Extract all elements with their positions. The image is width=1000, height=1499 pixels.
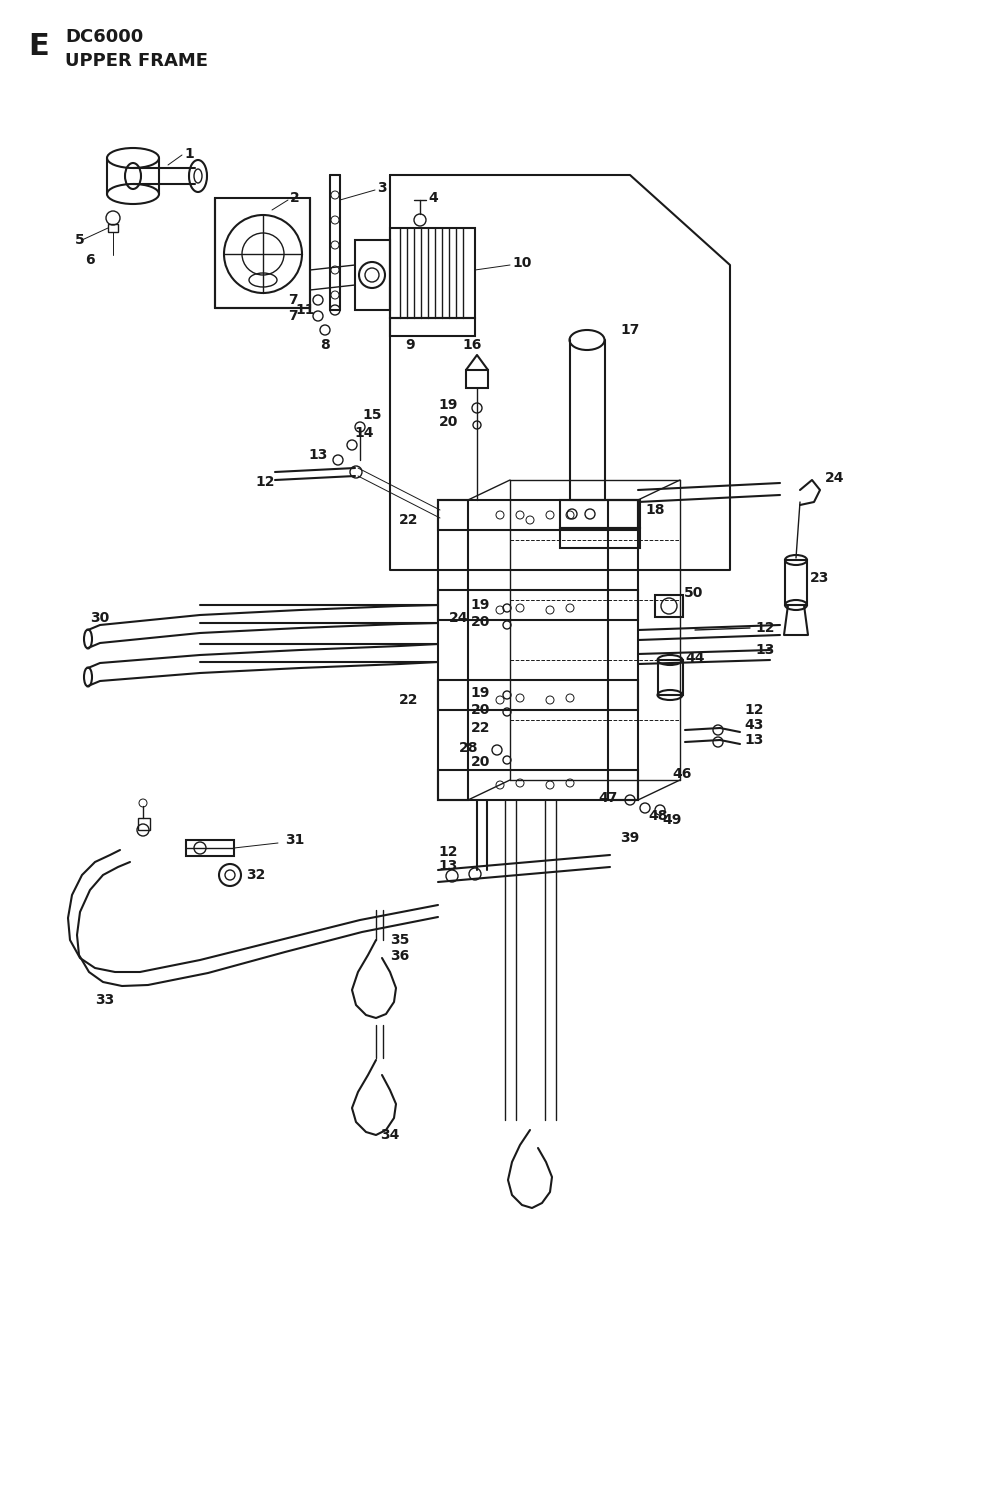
Text: 19: 19 <box>471 598 490 612</box>
Bar <box>390 318 475 336</box>
Text: 19: 19 <box>471 687 490 700</box>
Text: 20: 20 <box>471 615 490 630</box>
Text: 34: 34 <box>380 1129 400 1142</box>
Text: 13: 13 <box>744 733 763 747</box>
Text: 28: 28 <box>458 741 478 755</box>
Bar <box>466 370 488 388</box>
Text: 9: 9 <box>405 337 415 352</box>
Bar <box>608 501 638 800</box>
Text: 14: 14 <box>354 426 374 441</box>
Text: 46: 46 <box>672 767 691 781</box>
Text: 48: 48 <box>648 809 668 823</box>
Text: 22: 22 <box>398 513 418 528</box>
Text: 30: 30 <box>90 612 109 625</box>
Bar <box>186 839 234 856</box>
Bar <box>658 660 683 696</box>
Text: 24: 24 <box>825 471 844 486</box>
Text: 22: 22 <box>471 721 490 735</box>
Text: 12: 12 <box>255 475 274 489</box>
Bar <box>108 223 118 232</box>
Text: 50: 50 <box>684 586 703 600</box>
Text: 13: 13 <box>308 448 327 462</box>
Text: 11: 11 <box>296 303 315 316</box>
Text: 19: 19 <box>439 399 458 412</box>
Text: 18: 18 <box>645 504 664 517</box>
Text: E: E <box>28 31 49 61</box>
Text: 44: 44 <box>685 651 704 666</box>
Text: 5: 5 <box>75 232 85 247</box>
Text: 36: 36 <box>390 949 409 962</box>
Bar <box>438 501 638 531</box>
Text: 33: 33 <box>95 992 114 1007</box>
Text: 7: 7 <box>288 309 298 322</box>
Bar <box>560 501 640 528</box>
Text: DC6000: DC6000 <box>65 28 143 46</box>
Text: 23: 23 <box>810 571 829 585</box>
Text: 20: 20 <box>471 755 490 769</box>
Text: 8: 8 <box>320 337 330 352</box>
Text: 32: 32 <box>246 868 265 881</box>
Text: 20: 20 <box>471 703 490 717</box>
Text: 22: 22 <box>398 693 418 708</box>
Bar <box>438 770 638 800</box>
Text: UPPER FRAME: UPPER FRAME <box>65 52 208 70</box>
Text: 12: 12 <box>744 703 764 717</box>
Text: 3: 3 <box>377 181 387 195</box>
Text: 39: 39 <box>620 830 639 845</box>
Text: 12: 12 <box>438 845 458 859</box>
Text: 13: 13 <box>755 643 774 657</box>
Text: 15: 15 <box>362 408 382 423</box>
Bar <box>785 561 807 606</box>
Text: 4: 4 <box>428 190 438 205</box>
Text: 47: 47 <box>599 791 618 805</box>
Bar <box>560 528 640 549</box>
Text: 10: 10 <box>512 256 531 270</box>
Text: 13: 13 <box>439 859 458 872</box>
Bar <box>655 595 683 618</box>
Text: 35: 35 <box>390 932 409 947</box>
Text: 6: 6 <box>85 253 95 267</box>
Bar <box>355 240 390 310</box>
Bar <box>390 228 475 318</box>
Bar <box>438 591 638 621</box>
Text: 49: 49 <box>662 812 681 827</box>
Text: 43: 43 <box>744 718 763 732</box>
Text: 1: 1 <box>184 147 194 160</box>
Bar <box>438 501 468 800</box>
Text: 12: 12 <box>755 621 774 636</box>
Text: 16: 16 <box>462 337 482 352</box>
Text: 2: 2 <box>290 190 300 205</box>
Text: 24: 24 <box>448 612 468 625</box>
Bar <box>438 681 638 711</box>
Text: 17: 17 <box>620 322 639 337</box>
Text: 20: 20 <box>439 415 458 429</box>
Text: 7: 7 <box>288 292 298 307</box>
Text: 31: 31 <box>285 833 304 847</box>
Bar <box>138 818 150 830</box>
Bar <box>215 198 310 307</box>
